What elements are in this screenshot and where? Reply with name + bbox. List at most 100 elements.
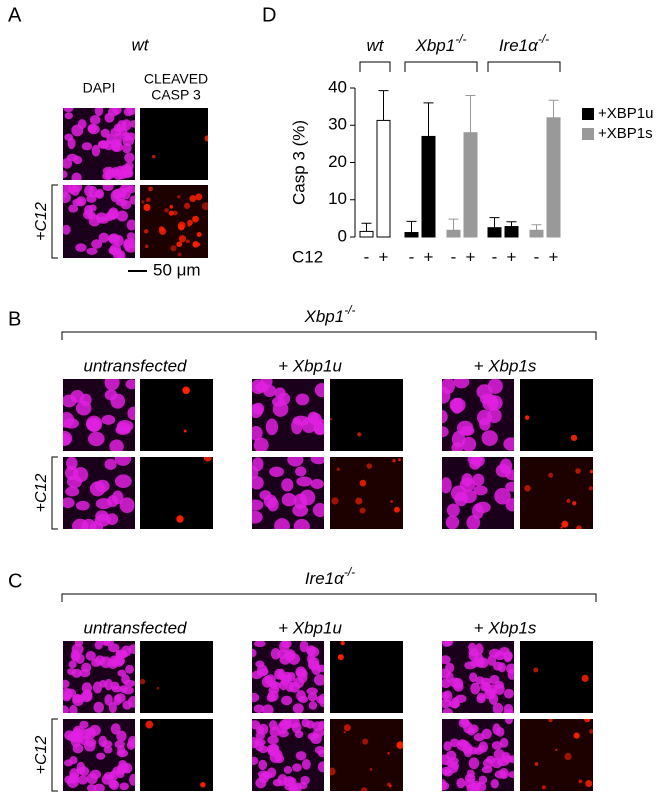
x-tick-label: -	[409, 247, 415, 266]
nucleus	[278, 392, 291, 406]
nucleus	[75, 500, 90, 511]
nucleus	[289, 681, 300, 693]
nucleus	[469, 785, 480, 791]
nucleus	[442, 781, 450, 791]
nucleus	[104, 458, 117, 470]
signal	[566, 498, 571, 503]
micrograph-content	[330, 719, 403, 791]
x-tick-label: -	[364, 247, 370, 266]
nucleus	[481, 728, 492, 740]
signal	[396, 741, 403, 749]
nucleus	[252, 692, 260, 703]
nucleus	[64, 730, 75, 741]
micrograph-background	[140, 719, 213, 791]
panel-title: wt	[132, 35, 150, 54]
micrograph-content	[252, 457, 324, 529]
signal	[177, 252, 182, 257]
signal	[195, 193, 203, 201]
signal	[192, 241, 200, 248]
nucleus	[252, 403, 263, 419]
nucleus	[112, 490, 124, 505]
signal	[182, 386, 190, 395]
panel-title: Ire1α-/-	[305, 565, 355, 588]
nucleus	[446, 759, 455, 768]
nucleus	[71, 172, 82, 180]
nucleus	[311, 664, 322, 675]
micrograph	[520, 379, 593, 451]
nucleus	[472, 473, 485, 487]
error-bar	[548, 99, 559, 118]
micrograph	[520, 719, 593, 791]
signal	[152, 154, 156, 159]
nucleus	[91, 239, 103, 249]
signal	[156, 686, 160, 690]
nucleus	[468, 757, 480, 770]
nucleus	[308, 701, 318, 710]
nucleus	[459, 477, 476, 492]
nucleus	[126, 219, 135, 231]
nucleus	[254, 641, 266, 648]
nucleus	[97, 140, 109, 149]
error-bar	[465, 94, 476, 133]
column-label: CLEAVED	[144, 71, 208, 87]
group-bracket	[404, 61, 478, 72]
signal	[359, 507, 366, 514]
nucleus	[274, 518, 290, 529]
nucleus	[106, 133, 115, 145]
nucleus	[120, 185, 132, 193]
signal	[561, 520, 569, 528]
nucleus	[110, 127, 122, 137]
nucleus	[98, 735, 108, 748]
nucleus	[68, 204, 79, 213]
nucleus	[124, 244, 135, 253]
nucleus	[104, 112, 115, 123]
nucleus	[129, 195, 135, 205]
signal	[581, 674, 589, 682]
nucleus	[481, 765, 493, 774]
nucleus	[100, 641, 111, 646]
error-bar	[378, 90, 389, 121]
text-part: Xbp1	[303, 307, 344, 326]
nucleus	[116, 210, 128, 222]
signal	[330, 767, 336, 776]
signal	[201, 202, 208, 211]
nucleus	[94, 641, 103, 650]
legend-label: +XBP1s	[598, 125, 653, 142]
nucleus	[504, 719, 514, 725]
column-label: CASP 3	[151, 87, 201, 103]
micrograph-background	[140, 108, 208, 180]
x-tick-label: +	[379, 247, 389, 266]
nucleus	[274, 668, 284, 680]
text-part: -/-	[344, 303, 355, 317]
nucleus	[74, 641, 84, 647]
nucleus	[313, 419, 324, 435]
nucleus	[125, 664, 135, 674]
nucleus	[508, 771, 514, 779]
nucleus	[295, 666, 307, 678]
nucleus	[63, 224, 71, 235]
error-bar	[423, 102, 434, 137]
nucleus	[98, 232, 110, 243]
nucleus	[126, 740, 135, 750]
nucleus	[442, 410, 448, 424]
nucleus	[252, 476, 264, 490]
micrograph-content	[533, 667, 589, 682]
nucleus	[277, 774, 288, 786]
nucleus	[86, 418, 98, 431]
signal	[185, 239, 190, 244]
bar	[529, 229, 544, 238]
tint	[520, 457, 593, 529]
signal	[534, 762, 539, 766]
nucleus	[477, 409, 493, 426]
nucleus	[310, 478, 324, 489]
micrograph	[330, 641, 403, 713]
micrograph-content	[330, 418, 362, 437]
nucleus	[126, 232, 135, 240]
micrograph	[252, 719, 324, 791]
nucleus	[102, 185, 114, 192]
micrograph	[330, 379, 403, 451]
error-bar	[406, 220, 417, 233]
nucleus	[443, 741, 452, 751]
x-tick-label: +	[466, 247, 476, 266]
nucleus	[63, 693, 72, 702]
